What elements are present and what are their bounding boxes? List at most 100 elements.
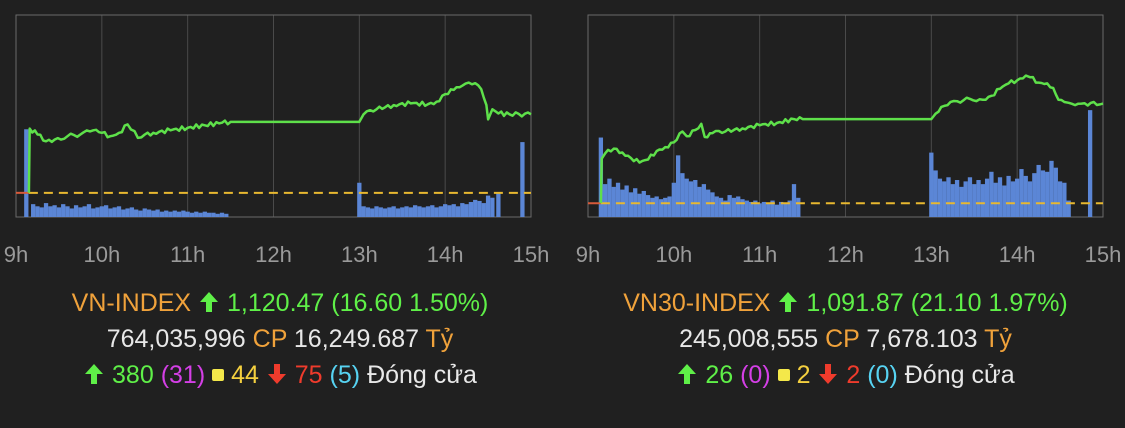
volume-bar	[791, 184, 797, 217]
volume-bar	[490, 197, 495, 217]
volume-bar	[412, 205, 418, 217]
volume-bar	[967, 177, 973, 217]
x-tick-label: 14h	[427, 242, 464, 267]
volume-bar	[963, 181, 968, 217]
volume-bar	[933, 170, 938, 217]
volume-bar	[455, 206, 461, 217]
volume-bar	[39, 207, 44, 217]
volume-bar	[35, 206, 40, 217]
cp-label: CP	[252, 325, 287, 353]
volume-bar	[189, 212, 195, 217]
volume-bar	[1040, 170, 1046, 217]
volume-bar	[370, 208, 375, 217]
x-tick-label: 15h	[1085, 242, 1122, 267]
volume-bar	[447, 205, 452, 217]
volume-bar	[43, 203, 49, 217]
x-tick-label: 9h	[576, 242, 600, 267]
volume-bar	[52, 205, 57, 217]
volume-bar	[69, 208, 74, 217]
volume-bar	[116, 206, 122, 217]
volume-bar	[357, 182, 362, 217]
volume-bar	[972, 184, 977, 217]
arrow-up-icon	[676, 361, 698, 389]
volume-bar	[464, 204, 469, 217]
volume-bar	[1066, 200, 1071, 217]
volume-bar	[714, 196, 719, 217]
volume-bar	[159, 211, 165, 217]
volume-bar	[688, 181, 694, 217]
volume-bar	[654, 196, 659, 217]
floor-count: (5)	[329, 361, 361, 389]
volume-bar	[658, 199, 664, 217]
volume-bar	[774, 204, 779, 217]
x-tick-label: 9h	[4, 242, 28, 267]
arrow-down-icon	[266, 361, 288, 389]
volume-bar	[86, 204, 92, 217]
volume-bar	[48, 206, 53, 217]
volume-bar	[680, 173, 685, 217]
volume-bar	[181, 210, 186, 217]
volume-bar	[112, 207, 117, 217]
volume-bar	[138, 210, 143, 217]
volume-bar	[202, 211, 207, 217]
volume-bar	[108, 208, 113, 217]
trade-volume: 245,008,555	[679, 325, 819, 353]
vn-index-breadth-row: 380 (31) 44 75 (5) Đóng cửa	[0, 357, 560, 393]
volume-bar	[219, 212, 225, 217]
decliners-count: 2	[846, 361, 861, 389]
volume-bar	[637, 193, 642, 217]
volume-bar	[172, 210, 177, 217]
volume-bar	[151, 210, 156, 217]
vn-index-volume-row: 764,035,996 CP 16,249.687 Tỷ	[0, 321, 560, 357]
volume-bar	[477, 200, 482, 217]
volume-bar	[425, 206, 431, 217]
volume-bar	[778, 201, 784, 217]
volume-bar	[378, 207, 383, 217]
plot-frame	[15, 14, 532, 218]
vn30-index-breadth-row: 26 (0) 2 2 (0) Đóng cửa	[566, 357, 1125, 393]
volume-bar	[718, 197, 724, 217]
volume-bar	[1027, 181, 1033, 217]
volume-bar	[468, 202, 474, 217]
volume-bar	[989, 171, 994, 217]
volume-bar	[56, 207, 62, 217]
volume-bar	[1036, 164, 1041, 217]
volume-bar	[430, 205, 435, 217]
x-tick-label: 14h	[999, 242, 1036, 267]
volume-bar	[650, 197, 655, 217]
volume-bar	[129, 207, 135, 217]
vn30-index-chart: 9h 10h 11h 12h 13h 14h 15h	[576, 14, 1122, 267]
volume-bar	[473, 199, 478, 217]
volume-bar	[206, 212, 212, 217]
x-tick-label: 11h	[742, 242, 777, 267]
volume-bar	[684, 178, 689, 217]
floor-count: (0)	[867, 361, 898, 389]
volume-bar	[451, 204, 456, 217]
arrow-up-icon	[777, 289, 799, 317]
volume-bar	[1053, 167, 1058, 217]
volume-bar	[481, 203, 486, 217]
x-tick-label: 15h	[513, 242, 550, 267]
volume-bar	[611, 186, 616, 217]
volume-bar	[61, 204, 66, 217]
volume-bar	[693, 180, 698, 217]
volume-bar	[443, 204, 448, 217]
arrow-up-icon	[83, 361, 105, 389]
x-tick-label: 11h	[170, 242, 205, 267]
volume-bar	[142, 208, 147, 217]
volume-bar	[736, 196, 741, 217]
volume-bar	[697, 186, 702, 217]
volume-bar	[485, 195, 491, 217]
x-tick-label: 13h	[913, 242, 950, 267]
volume-bar	[460, 203, 465, 217]
unchanged-count: 2	[796, 361, 811, 389]
index-price: 1,091.87	[806, 289, 904, 317]
trade-value: 16,249.687	[293, 325, 420, 353]
volume-bar	[980, 184, 985, 217]
volume-bar	[382, 208, 388, 217]
volume-bar	[1010, 181, 1016, 217]
vn30-index-headline: VN30-INDEX 1,091.87 (21.10 1.97%)	[566, 285, 1125, 321]
volume-bar	[1062, 182, 1067, 217]
arrow-up-icon	[198, 289, 220, 317]
volume-bar	[400, 207, 405, 217]
